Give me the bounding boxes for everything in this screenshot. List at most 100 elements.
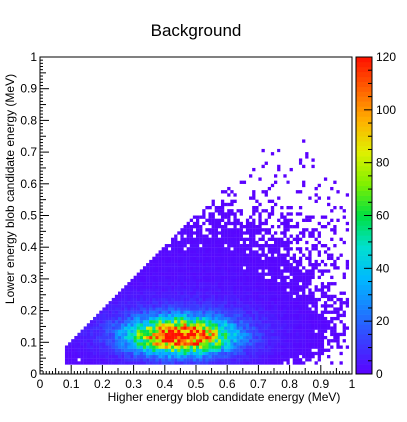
heatmap-cell bbox=[280, 291, 284, 295]
heatmap-cell bbox=[261, 301, 265, 305]
heatmap-cell bbox=[270, 183, 275, 188]
heatmap-cell bbox=[227, 202, 231, 207]
heatmap-cell bbox=[224, 332, 228, 337]
heatmap-cell bbox=[130, 348, 134, 352]
heatmap-cell bbox=[186, 335, 190, 340]
heatmap-cell bbox=[152, 345, 156, 349]
heatmap-cell bbox=[298, 247, 303, 251]
heatmap-cell bbox=[171, 285, 175, 289]
heatmap-cell bbox=[174, 237, 178, 242]
heatmap-cell bbox=[305, 247, 309, 251]
heatmap-cell bbox=[245, 266, 250, 270]
heatmap-cell bbox=[130, 288, 134, 292]
heatmap-cell bbox=[180, 253, 184, 257]
heatmap-cell bbox=[249, 247, 253, 251]
heatmap-cell bbox=[311, 301, 315, 305]
heatmap-cell bbox=[224, 253, 228, 257]
heatmap-cell bbox=[230, 234, 234, 238]
heatmap-cell bbox=[261, 342, 265, 346]
heatmap-cell bbox=[305, 285, 309, 289]
heatmap-cell bbox=[255, 304, 259, 308]
heatmap-cell bbox=[261, 313, 265, 318]
heatmap-cell bbox=[239, 225, 243, 229]
heatmap-cell bbox=[267, 297, 272, 302]
heatmap-cell bbox=[323, 301, 328, 305]
heatmap-cell bbox=[155, 345, 159, 349]
heatmap-cell bbox=[305, 294, 309, 299]
heatmap-cell bbox=[233, 259, 237, 264]
heatmap-cell bbox=[208, 329, 212, 333]
heatmap-cell bbox=[208, 301, 212, 305]
heatmap-cell bbox=[183, 240, 187, 245]
heatmap-cell bbox=[302, 339, 306, 343]
heatmap-cell bbox=[171, 256, 175, 261]
heatmap-cell bbox=[214, 282, 218, 286]
heatmap-cell bbox=[127, 335, 131, 340]
heatmap-cell bbox=[286, 221, 290, 226]
heatmap-cell bbox=[252, 358, 256, 362]
heatmap-cell bbox=[242, 342, 247, 346]
heatmap-cell bbox=[199, 288, 203, 292]
heatmap-cell bbox=[277, 196, 281, 200]
heatmap-cell bbox=[227, 285, 231, 289]
heatmap-cell bbox=[114, 313, 119, 318]
heatmap-cell bbox=[298, 326, 303, 330]
heatmap-cell bbox=[249, 269, 253, 273]
heatmap-cell bbox=[136, 313, 140, 318]
heatmap-cell bbox=[286, 225, 290, 229]
heatmap-cell bbox=[261, 316, 265, 321]
heatmap-cell bbox=[211, 218, 215, 222]
heatmap-cell bbox=[224, 301, 228, 305]
heatmap-cell bbox=[139, 358, 144, 362]
heatmap-cell bbox=[142, 361, 147, 365]
heatmap-cell bbox=[136, 275, 140, 280]
heatmap-cell bbox=[252, 361, 256, 365]
heatmap-cell bbox=[192, 301, 197, 305]
heatmap-cell bbox=[336, 313, 340, 318]
heatmap-cell bbox=[286, 247, 290, 251]
heatmap-cell bbox=[155, 288, 159, 292]
heatmap-cell bbox=[171, 329, 175, 333]
heatmap-cell bbox=[192, 348, 197, 352]
heatmap-cell bbox=[189, 323, 194, 327]
heatmap-cell bbox=[227, 282, 231, 286]
heatmap-cell bbox=[146, 297, 150, 302]
heatmap-cell bbox=[233, 225, 237, 229]
heatmap-cell bbox=[277, 253, 281, 257]
heatmap-cell bbox=[289, 316, 293, 321]
heatmap-cell bbox=[308, 307, 312, 311]
heatmap-cell bbox=[211, 228, 215, 232]
heatmap-cell bbox=[239, 307, 243, 311]
heatmap-cell bbox=[205, 247, 209, 251]
heatmap-cell bbox=[124, 313, 128, 318]
heatmap-cell bbox=[227, 326, 231, 330]
heatmap-cell bbox=[161, 329, 165, 333]
colorbar-tick-label: 20 bbox=[376, 314, 390, 328]
heatmap-cell bbox=[230, 244, 234, 248]
heatmap-cell bbox=[295, 247, 300, 251]
colorbar-segment bbox=[356, 61, 372, 68]
heatmap-cell bbox=[277, 310, 281, 314]
heatmap-cell bbox=[302, 285, 306, 289]
heatmap-cell bbox=[186, 225, 190, 229]
heatmap-cell bbox=[308, 196, 312, 200]
heatmap-cell bbox=[158, 294, 162, 299]
heatmap-cell bbox=[205, 313, 209, 318]
heatmap-cell bbox=[339, 237, 343, 242]
heatmap-cell bbox=[174, 313, 178, 318]
heatmap-cell bbox=[149, 263, 153, 267]
heatmap-cell bbox=[255, 240, 259, 245]
heatmap-cell bbox=[202, 326, 206, 330]
heatmap-cell bbox=[245, 297, 250, 302]
heatmap-cell bbox=[183, 342, 187, 346]
heatmap-cell bbox=[105, 339, 109, 343]
heatmap-cell bbox=[236, 351, 240, 356]
heatmap-cell bbox=[177, 266, 181, 270]
heatmap-cell bbox=[252, 212, 256, 216]
heatmap-cell bbox=[258, 225, 262, 229]
heatmap-cell bbox=[258, 253, 262, 257]
heatmap-cell bbox=[320, 316, 325, 321]
heatmap-cell bbox=[167, 351, 172, 356]
heatmap-cell bbox=[93, 332, 97, 337]
